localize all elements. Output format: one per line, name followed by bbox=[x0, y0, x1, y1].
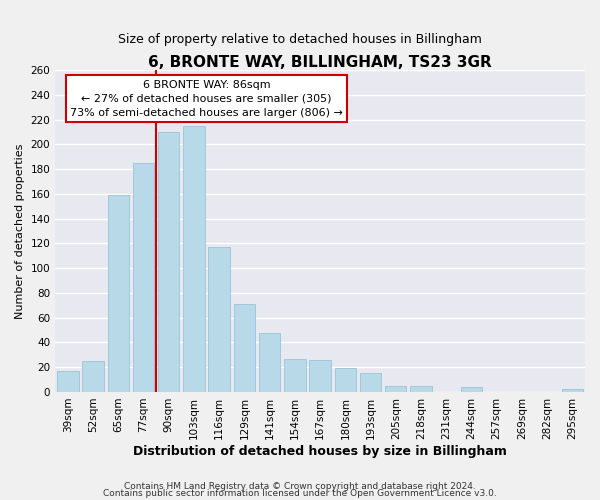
Bar bbox=[208, 247, 230, 392]
Bar bbox=[284, 358, 305, 392]
Bar bbox=[233, 304, 255, 392]
Bar bbox=[259, 332, 280, 392]
Bar bbox=[183, 126, 205, 392]
Bar bbox=[335, 368, 356, 392]
Bar bbox=[158, 132, 179, 392]
Bar bbox=[310, 360, 331, 392]
Text: Contains HM Land Registry data © Crown copyright and database right 2024.: Contains HM Land Registry data © Crown c… bbox=[124, 482, 476, 491]
Text: Contains public sector information licensed under the Open Government Licence v3: Contains public sector information licen… bbox=[103, 489, 497, 498]
Bar bbox=[360, 374, 381, 392]
Bar bbox=[385, 386, 406, 392]
Bar bbox=[82, 361, 104, 392]
Text: Size of property relative to detached houses in Billingham: Size of property relative to detached ho… bbox=[118, 32, 482, 46]
Y-axis label: Number of detached properties: Number of detached properties bbox=[15, 144, 25, 318]
Bar bbox=[410, 386, 432, 392]
Bar bbox=[107, 195, 129, 392]
Bar bbox=[57, 371, 79, 392]
Text: 6 BRONTE WAY: 86sqm
← 27% of detached houses are smaller (305)
73% of semi-detac: 6 BRONTE WAY: 86sqm ← 27% of detached ho… bbox=[70, 80, 343, 118]
Bar bbox=[461, 387, 482, 392]
X-axis label: Distribution of detached houses by size in Billingham: Distribution of detached houses by size … bbox=[133, 444, 507, 458]
Bar bbox=[133, 163, 154, 392]
Bar bbox=[562, 390, 583, 392]
Title: 6, BRONTE WAY, BILLINGHAM, TS23 3GR: 6, BRONTE WAY, BILLINGHAM, TS23 3GR bbox=[148, 55, 492, 70]
